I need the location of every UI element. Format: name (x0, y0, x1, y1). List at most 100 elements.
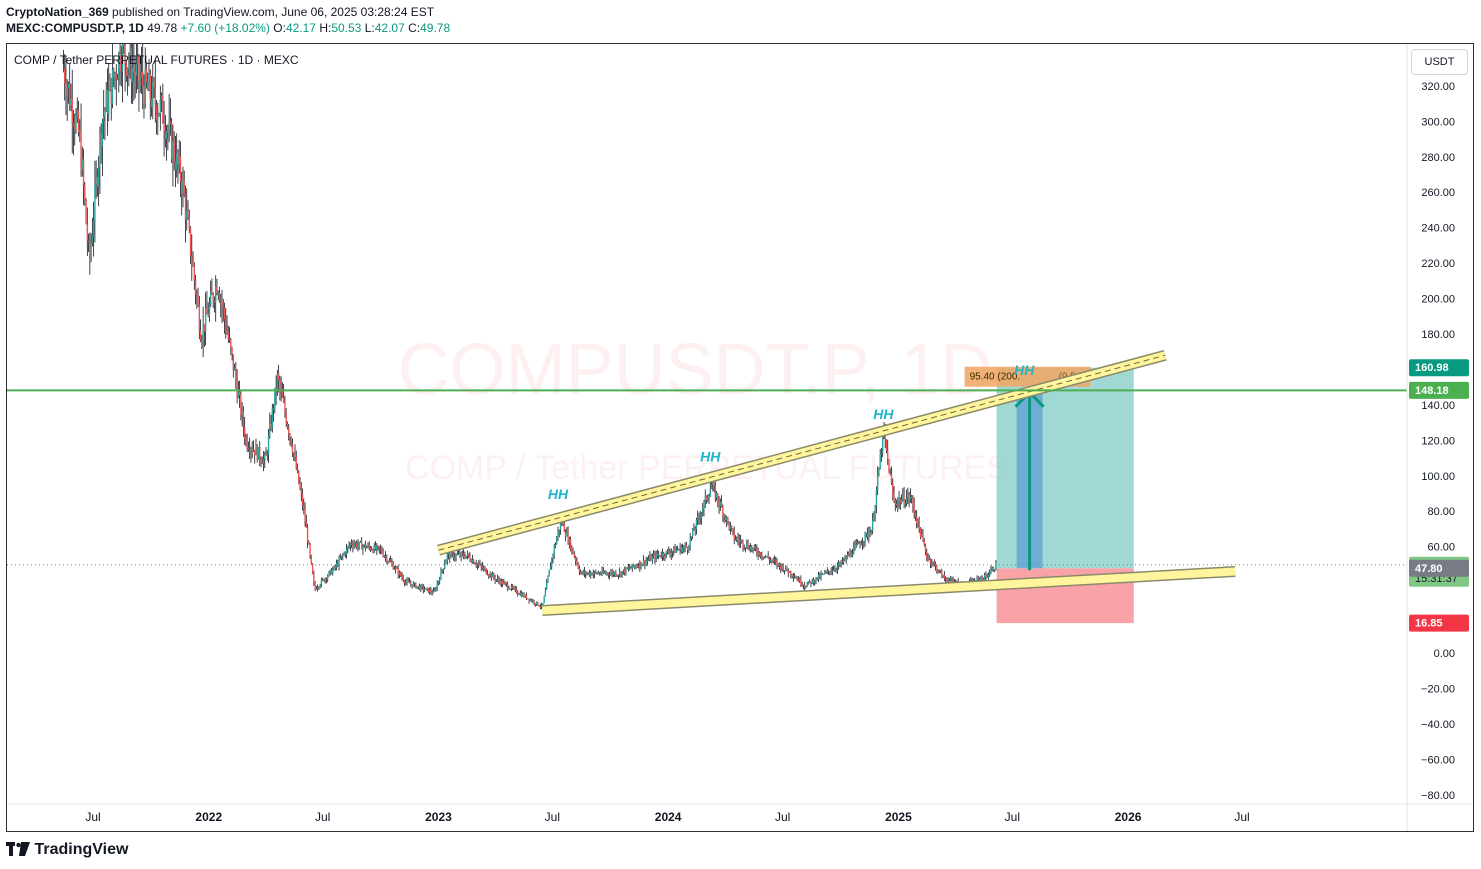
price-scale[interactable]: 320.00 300.00 280.00 260.00 240.00 220.00 200.… (1421, 81, 1455, 802)
candle-body (796, 578, 798, 580)
candle-body (455, 554, 457, 558)
candle-body (568, 539, 571, 543)
candle-body (181, 181, 183, 194)
candle-body (718, 501, 720, 506)
candle-body (138, 56, 140, 81)
publisher-name[interactable]: CryptoNation_369 (6, 5, 109, 19)
candle-body (247, 447, 250, 450)
candle-body (725, 517, 728, 521)
candle-body (988, 573, 991, 576)
candle-body (203, 323, 206, 332)
candle-body (889, 473, 891, 475)
candle-body (830, 571, 832, 573)
candle-body (871, 519, 874, 531)
candle-body (767, 556, 769, 559)
candle-body (742, 540, 744, 547)
candle-body (465, 555, 467, 559)
candle-body (368, 545, 370, 548)
candle-body (199, 330, 202, 341)
candle-body (445, 560, 447, 565)
drawings[interactable] (7, 349, 1407, 616)
upper-channel-midline (438, 354, 1166, 551)
candle-body (586, 573, 588, 575)
last-price: 49.78 (147, 21, 178, 35)
candle-body (626, 567, 628, 569)
candle-body (270, 423, 272, 428)
candle-body (618, 571, 621, 575)
hh-label: HH (548, 486, 569, 502)
candle-body (148, 74, 150, 91)
candle-body (65, 84, 67, 97)
price-label-bg (1409, 381, 1469, 399)
candle-body (433, 589, 436, 591)
candle-body (469, 556, 471, 561)
candle-body (513, 588, 515, 590)
candle-body (153, 82, 155, 88)
candle-body (242, 411, 245, 427)
candle-body (381, 548, 383, 553)
y-tick-label: 260.00 (1421, 187, 1455, 199)
tradingview-logo[interactable]: TradingView (6, 841, 128, 861)
candle-body (995, 563, 997, 570)
candle-body (617, 574, 620, 576)
candle-body (362, 546, 364, 550)
candle-body (329, 569, 331, 572)
candle-body (815, 577, 817, 582)
candle-body (412, 583, 414, 587)
candle-body (976, 578, 978, 582)
candle-body (668, 550, 670, 553)
candle-body (842, 559, 845, 563)
chart-canvas[interactable]: COMPUSDT.P, 1D COMP / Tether PERPETUAL F… (7, 44, 1473, 831)
candle-body (736, 538, 738, 540)
candle-body (822, 573, 825, 575)
candle-body (895, 503, 898, 506)
candle-body (700, 512, 703, 518)
candle-body (167, 131, 169, 133)
candle-body (902, 494, 904, 500)
candle-body (642, 560, 645, 565)
candle-body (410, 583, 412, 585)
candle-body (388, 560, 391, 562)
currency-button[interactable]: USDT (1411, 49, 1468, 75)
lower-channel-band (542, 567, 1236, 615)
price-label-bg (1409, 559, 1469, 577)
candle-body (128, 64, 130, 69)
candle-body (625, 567, 627, 573)
candle-body (573, 554, 576, 557)
candle-body (364, 544, 367, 549)
candle-body (413, 583, 416, 585)
candle-body (917, 519, 919, 524)
candle-body (403, 580, 406, 583)
candle-body (646, 560, 649, 562)
price-label-value: 148.18 (1415, 385, 1449, 397)
candle-body (115, 73, 117, 80)
candle-body (464, 556, 466, 559)
candle-body (142, 71, 144, 87)
candle-body (325, 578, 328, 580)
candle-body (120, 71, 123, 73)
candle-body (951, 578, 953, 580)
candle-body (259, 447, 261, 460)
candle-body (548, 569, 550, 577)
candle-body (84, 185, 86, 201)
candle-body (777, 563, 779, 566)
candle-body (290, 437, 292, 446)
candle-body (820, 574, 822, 578)
chart-frame[interactable]: COMPUSDT.P, 1D COMP / Tether PERPETUAL F… (6, 43, 1474, 832)
ohlc-open-value: 42.17 (285, 21, 316, 35)
candle-body (108, 89, 110, 115)
time-scale[interactable]: Jul 2022 Jul 2023 Jul 2024 Jul 2025 Jul 2026 Jul (85, 810, 1249, 824)
candle-body (621, 571, 623, 576)
candle-body (462, 553, 465, 557)
candle-body (296, 468, 299, 471)
candle-body (177, 152, 179, 165)
candle-body (508, 588, 510, 590)
candle-body (437, 581, 440, 584)
candle-body (654, 554, 656, 560)
ohlc-low-value: 42.07 (374, 21, 405, 35)
candle-body (728, 521, 730, 529)
y-tick-label: 280.00 (1421, 152, 1455, 164)
candle-body (661, 552, 664, 557)
candle-body (233, 368, 236, 371)
